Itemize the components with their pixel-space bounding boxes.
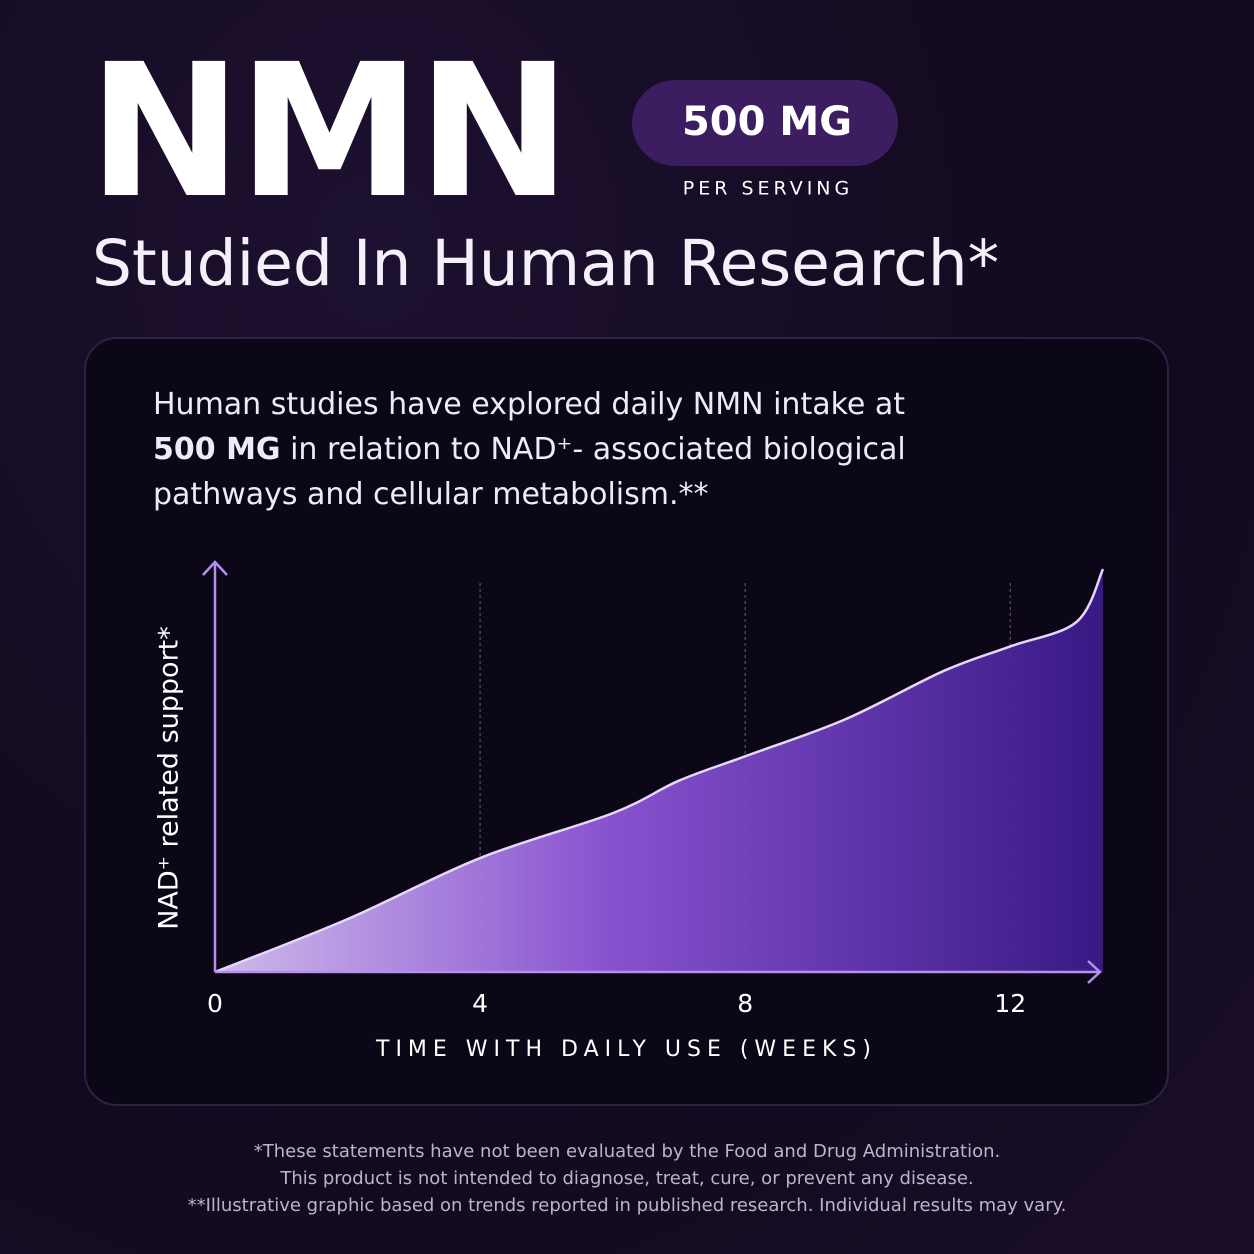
x-tick-label: 4 — [472, 989, 488, 1018]
footnotes: *These statements have not been evaluate… — [0, 1138, 1254, 1219]
y-axis — [202, 560, 228, 972]
badge — [632, 80, 898, 166]
badge-text: 500 MG — [682, 99, 852, 145]
line — [214, 568, 1105, 974]
description: Human studies have explored daily NMN in… — [153, 382, 923, 517]
footnote: *These statements have not been evaluate… — [253, 1141, 1001, 1162]
area — [215, 569, 1103, 972]
x-axis — [215, 960, 1102, 984]
subtitle: Studied In Human Research* — [92, 227, 1000, 300]
footnote: This product is not intended to diagnose… — [280, 1168, 974, 1189]
badge-caption: PER SERVING — [683, 178, 853, 200]
x-tick-label: 8 — [737, 989, 753, 1018]
x-axis-label: TIME WITH DAILY USE (WEEKS) — [375, 1037, 877, 1062]
text-bold: 500 MG — [153, 432, 281, 467]
x-tick-label: 0 — [207, 989, 223, 1018]
text: Human studies have explored daily NMN in… — [153, 387, 906, 422]
y-axis-label: NAD⁺ related support* — [154, 626, 185, 930]
text: in relation to NAD⁺- associated biologic… — [153, 432, 906, 512]
footnote: **Illustrative graphic based on trends r… — [187, 1195, 1067, 1216]
x-tick-label: 12 — [994, 989, 1026, 1018]
title: NMN — [88, 25, 571, 239]
